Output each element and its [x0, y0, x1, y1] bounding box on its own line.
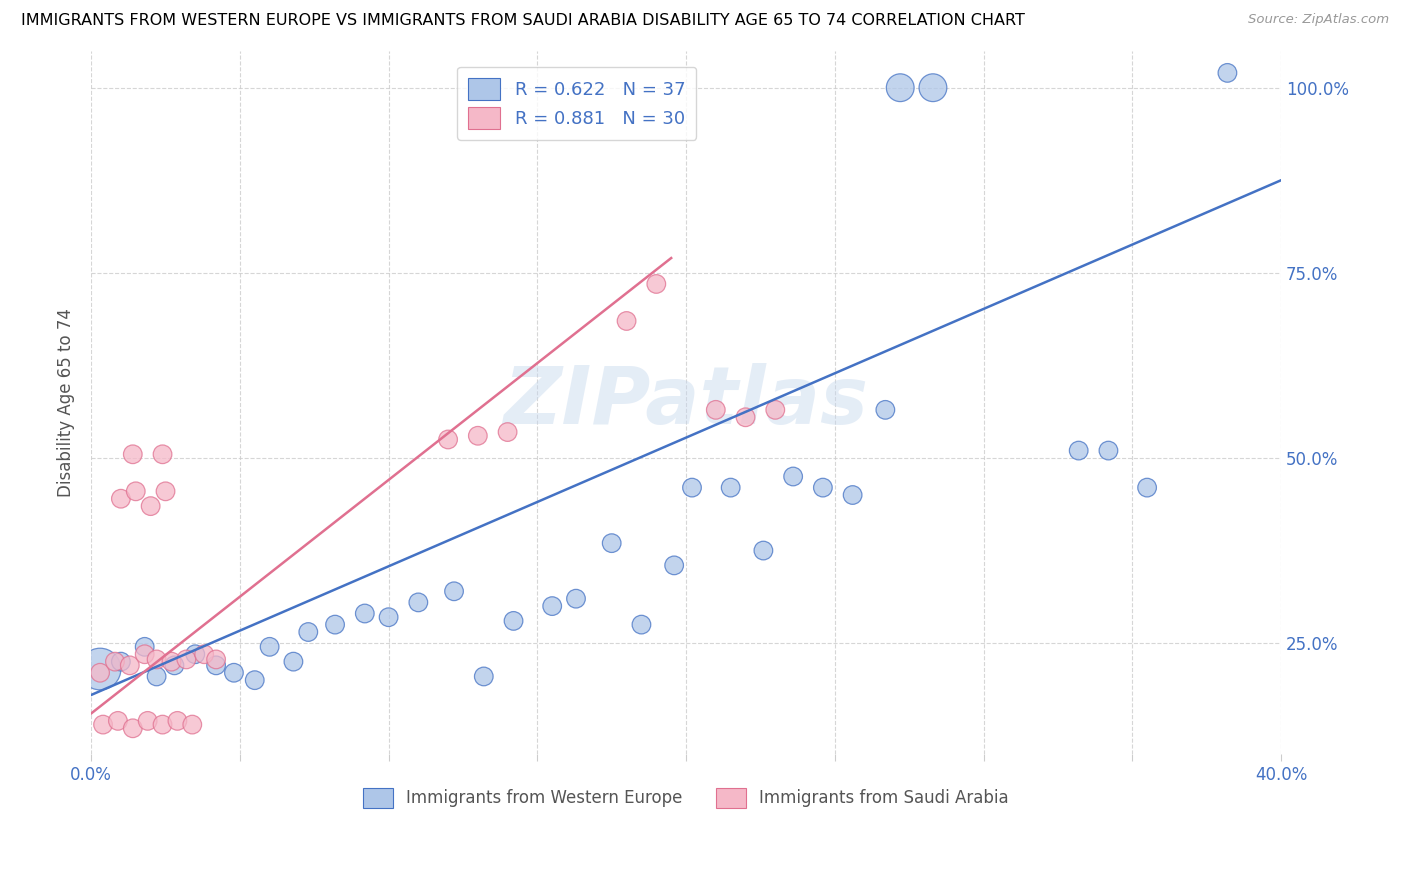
Point	[437, 433, 460, 447]
Point	[152, 447, 174, 461]
Point	[145, 652, 167, 666]
Point	[121, 721, 143, 735]
Point	[110, 491, 132, 506]
Point	[763, 402, 786, 417]
Point	[496, 425, 519, 439]
Point	[125, 484, 148, 499]
Text: ZIPatlas: ZIPatlas	[503, 363, 869, 442]
Point	[1067, 443, 1090, 458]
Point	[1097, 443, 1119, 458]
Point	[222, 665, 245, 680]
Point	[166, 714, 188, 728]
Point	[323, 617, 346, 632]
Point	[89, 662, 111, 676]
Point	[353, 607, 375, 621]
Point	[922, 80, 945, 95]
Point	[662, 558, 685, 573]
Point	[752, 543, 775, 558]
Point	[283, 655, 305, 669]
Point	[155, 484, 177, 499]
Point	[145, 669, 167, 683]
Point	[541, 599, 564, 613]
Text: Source: ZipAtlas.com: Source: ZipAtlas.com	[1249, 13, 1389, 27]
Point	[89, 665, 111, 680]
Point	[136, 714, 159, 728]
Point	[205, 658, 228, 673]
Point	[160, 655, 183, 669]
Legend: Immigrants from Western Europe, Immigrants from Saudi Arabia: Immigrants from Western Europe, Immigran…	[354, 780, 1018, 816]
Point	[472, 669, 495, 683]
Point	[181, 717, 204, 731]
Y-axis label: Disability Age 65 to 74: Disability Age 65 to 74	[58, 308, 75, 497]
Point	[118, 658, 141, 673]
Point	[704, 402, 727, 417]
Point	[134, 647, 156, 661]
Point	[176, 652, 198, 666]
Point	[107, 714, 129, 728]
Point	[782, 469, 804, 483]
Text: IMMIGRANTS FROM WESTERN EUROPE VS IMMIGRANTS FROM SAUDI ARABIA DISABILITY AGE 65: IMMIGRANTS FROM WESTERN EUROPE VS IMMIGR…	[21, 13, 1025, 29]
Point	[630, 617, 652, 632]
Point	[205, 652, 228, 666]
Point	[645, 277, 668, 291]
Point	[184, 647, 207, 661]
Point	[681, 481, 703, 495]
Point	[110, 655, 132, 669]
Point	[841, 488, 863, 502]
Point	[408, 595, 430, 609]
Point	[889, 80, 911, 95]
Point	[720, 481, 742, 495]
Point	[811, 481, 834, 495]
Point	[377, 610, 399, 624]
Point	[616, 314, 638, 328]
Point	[600, 536, 623, 550]
Point	[139, 499, 162, 513]
Point	[259, 640, 281, 654]
Point	[91, 717, 114, 731]
Point	[565, 591, 588, 606]
Point	[104, 655, 127, 669]
Point	[163, 658, 186, 673]
Point	[734, 410, 756, 425]
Point	[297, 625, 319, 640]
Point	[1136, 481, 1159, 495]
Point	[1216, 66, 1239, 80]
Point	[443, 584, 465, 599]
Point	[502, 614, 524, 628]
Point	[243, 673, 266, 688]
Point	[152, 717, 174, 731]
Point	[121, 447, 143, 461]
Point	[467, 429, 489, 443]
Point	[134, 640, 156, 654]
Point	[193, 647, 215, 661]
Point	[875, 402, 897, 417]
